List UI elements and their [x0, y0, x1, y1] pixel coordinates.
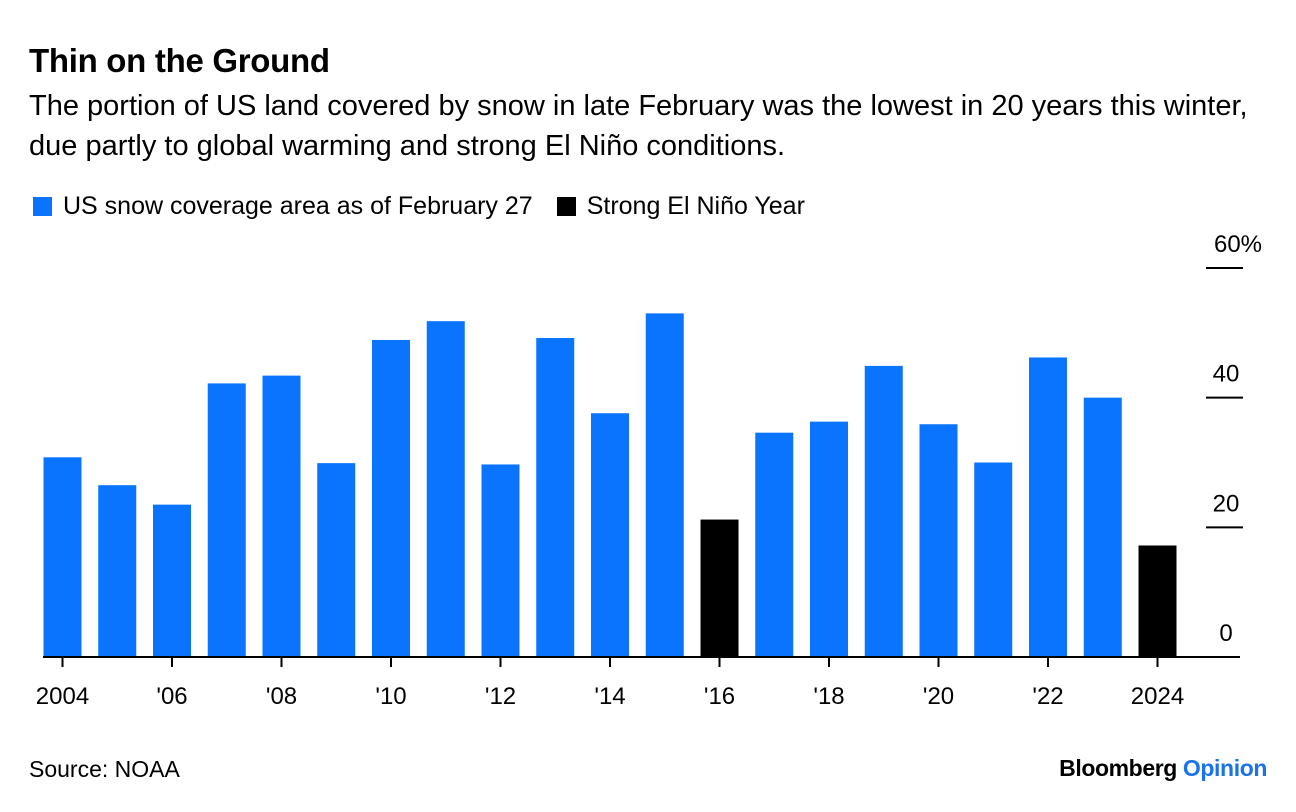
x-tick-label: '16 — [704, 683, 735, 710]
x-tick-label: 2004 — [36, 683, 89, 710]
bar — [645, 313, 684, 657]
x-tick-label: '10 — [375, 683, 406, 710]
x-tick-label: '06 — [156, 683, 187, 710]
brand-name: Bloomberg — [1059, 755, 1177, 781]
legend: US snow coverage area as of February 27 … — [33, 192, 829, 221]
bar — [700, 519, 739, 657]
y-tick-label: 0 — [1219, 620, 1232, 647]
bar — [481, 464, 520, 657]
bar — [864, 365, 903, 657]
y-tick-label: 20 — [1213, 490, 1240, 517]
bar — [919, 424, 958, 657]
brand-logo: Bloomberg Opinion — [1059, 755, 1267, 782]
bar — [810, 421, 848, 657]
legend-swatch-snow — [33, 197, 52, 216]
chart-subtitle: The portion of US land covered by snow i… — [29, 90, 1248, 162]
bar — [43, 457, 82, 657]
x-tick-label: '20 — [923, 683, 954, 710]
bar — [1138, 545, 1177, 657]
x-tick-label: '12 — [485, 683, 516, 710]
bar — [153, 504, 191, 657]
bar — [262, 375, 301, 657]
x-tick-label: 2024 — [1131, 683, 1184, 710]
bar — [974, 462, 1013, 657]
source-note: Source: NOAA — [29, 756, 180, 782]
bar — [317, 463, 356, 657]
legend-item-snow: US snow coverage area as of February 27 — [33, 192, 533, 221]
bar — [372, 339, 410, 657]
bar — [207, 383, 246, 657]
bar — [591, 413, 629, 657]
legend-item-el-nino: Strong El Niño Year — [556, 192, 805, 221]
y-tick-label: 60% — [1214, 231, 1262, 258]
y-tick-label: 40 — [1213, 361, 1240, 388]
x-tick-label: '18 — [813, 683, 844, 710]
bar — [536, 338, 575, 657]
x-tick-label: '22 — [1032, 683, 1063, 710]
bar — [426, 321, 465, 657]
x-tick-label: '14 — [594, 683, 625, 710]
bar — [1083, 397, 1122, 657]
legend-label-el-nino: Strong El Niño Year — [586, 192, 805, 220]
bar — [98, 485, 137, 657]
x-tick-label: '08 — [266, 683, 297, 710]
bar — [755, 432, 794, 657]
legend-swatch-el-nino — [556, 197, 576, 216]
bar — [1029, 357, 1067, 657]
legend-label-snow: US snow coverage area as of February 27 — [63, 192, 533, 220]
chart-title: Thin on the Ground — [29, 42, 330, 79]
brand-suffix: Opinion — [1182, 755, 1267, 781]
